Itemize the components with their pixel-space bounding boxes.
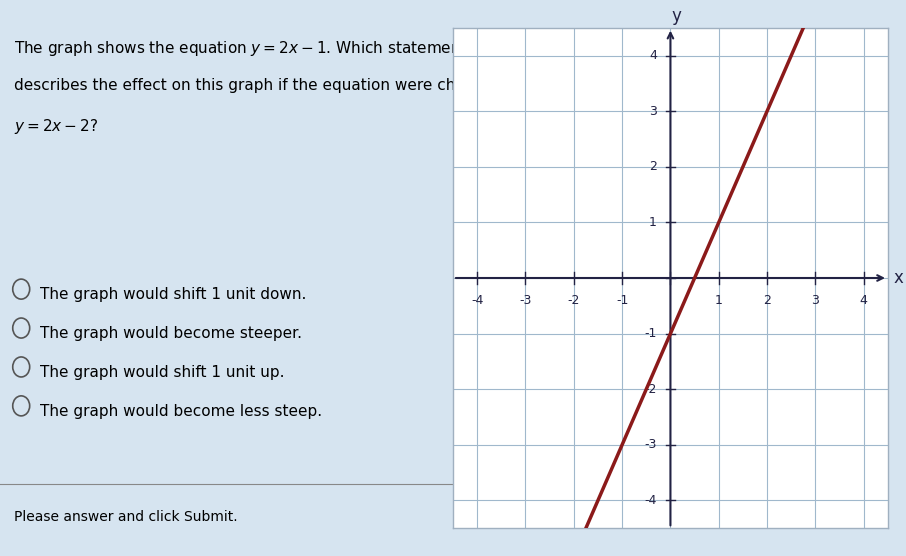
Text: 3: 3 — [649, 105, 657, 118]
Text: The graph shows the equation $y = 2x - 1$. Which statement best: The graph shows the equation $y = 2x - 1… — [14, 39, 506, 58]
Text: 4: 4 — [649, 49, 657, 62]
Text: Submit & Next >: Submit & Next > — [590, 517, 733, 532]
Text: 3: 3 — [812, 294, 819, 306]
Text: y: y — [671, 7, 681, 25]
Text: The graph would become steeper.: The graph would become steeper. — [40, 326, 302, 341]
Text: -1: -1 — [616, 294, 628, 306]
Text: -4: -4 — [644, 494, 657, 507]
Text: The graph would shift 1 unit down.: The graph would shift 1 unit down. — [40, 287, 306, 302]
Text: describes the effect on this graph if the equation were changed to: describes the effect on this graph if th… — [14, 78, 524, 93]
Text: -4: -4 — [471, 294, 483, 306]
Text: Please answer and click Submit.: Please answer and click Submit. — [14, 510, 237, 524]
Text: $y = 2x - 2$?: $y = 2x - 2$? — [14, 117, 99, 136]
Text: 2: 2 — [649, 160, 657, 173]
Text: The graph would become less steep.: The graph would become less steep. — [40, 404, 323, 419]
Text: The graph would shift 1 unit up.: The graph would shift 1 unit up. — [40, 365, 284, 380]
Text: 2: 2 — [763, 294, 771, 306]
Text: 1: 1 — [715, 294, 723, 306]
Text: -2: -2 — [644, 383, 657, 396]
Text: x: x — [893, 269, 903, 287]
Text: -3: -3 — [644, 438, 657, 451]
Text: -2: -2 — [568, 294, 580, 306]
Text: -3: -3 — [519, 294, 532, 306]
Text: -1: -1 — [644, 327, 657, 340]
Text: 4: 4 — [860, 294, 868, 306]
Text: 1: 1 — [649, 216, 657, 229]
